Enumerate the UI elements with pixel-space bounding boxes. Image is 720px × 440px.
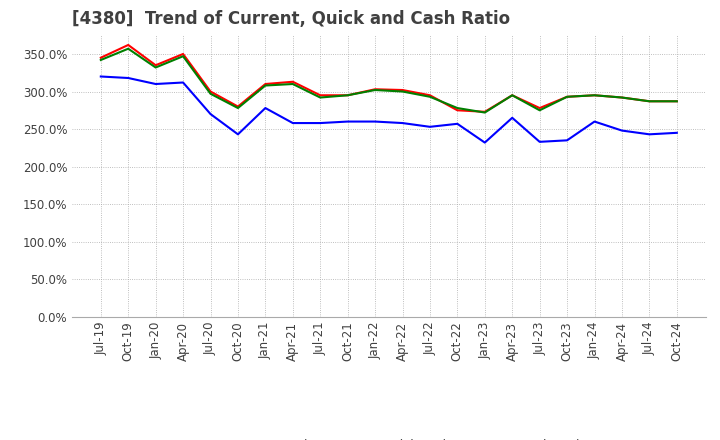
Current Ratio: [316, 93, 325, 98]
Current Ratio: [261, 81, 270, 87]
Quick Ratio: [618, 95, 626, 100]
Cash Ratio: [151, 81, 160, 87]
Quick Ratio: [453, 106, 462, 111]
Current Ratio: [590, 93, 599, 98]
Cash Ratio: [563, 138, 572, 143]
Current Ratio: [371, 87, 379, 92]
Current Ratio: [151, 62, 160, 68]
Current Ratio: [124, 42, 132, 48]
Quick Ratio: [645, 99, 654, 104]
Quick Ratio: [590, 93, 599, 98]
Quick Ratio: [480, 110, 489, 115]
Cash Ratio: [645, 132, 654, 137]
Cash Ratio: [371, 119, 379, 124]
Current Ratio: [398, 88, 407, 93]
Current Ratio: [96, 55, 105, 60]
Quick Ratio: [289, 81, 297, 87]
Cash Ratio: [508, 115, 516, 121]
Quick Ratio: [563, 94, 572, 99]
Quick Ratio: [124, 46, 132, 51]
Line: Cash Ratio: Cash Ratio: [101, 77, 677, 143]
Cash Ratio: [426, 124, 434, 129]
Quick Ratio: [371, 88, 379, 93]
Cash Ratio: [618, 128, 626, 133]
Current Ratio: [645, 99, 654, 104]
Current Ratio: [563, 94, 572, 99]
Quick Ratio: [179, 54, 187, 59]
Cash Ratio: [672, 130, 681, 136]
Cash Ratio: [206, 111, 215, 117]
Cash Ratio: [179, 80, 187, 85]
Current Ratio: [343, 93, 352, 98]
Quick Ratio: [96, 57, 105, 62]
Current Ratio: [179, 51, 187, 57]
Cash Ratio: [590, 119, 599, 124]
Line: Quick Ratio: Quick Ratio: [101, 49, 677, 113]
Legend: Current Ratio, Quick Ratio, Cash Ratio: Current Ratio, Quick Ratio, Cash Ratio: [186, 434, 592, 440]
Quick Ratio: [508, 93, 516, 98]
Quick Ratio: [316, 95, 325, 100]
Cash Ratio: [398, 121, 407, 126]
Current Ratio: [233, 104, 242, 109]
Current Ratio: [453, 108, 462, 113]
Quick Ratio: [343, 93, 352, 98]
Current Ratio: [508, 93, 516, 98]
Current Ratio: [618, 95, 626, 100]
Cash Ratio: [343, 119, 352, 124]
Cash Ratio: [96, 74, 105, 79]
Current Ratio: [480, 109, 489, 114]
Cash Ratio: [536, 139, 544, 144]
Current Ratio: [206, 89, 215, 94]
Cash Ratio: [261, 106, 270, 111]
Quick Ratio: [672, 99, 681, 104]
Cash Ratio: [124, 75, 132, 81]
Quick Ratio: [426, 94, 434, 99]
Quick Ratio: [536, 108, 544, 113]
Current Ratio: [536, 106, 544, 111]
Cash Ratio: [289, 121, 297, 126]
Quick Ratio: [261, 83, 270, 88]
Cash Ratio: [233, 132, 242, 137]
Quick Ratio: [151, 65, 160, 70]
Cash Ratio: [480, 140, 489, 145]
Current Ratio: [289, 79, 297, 84]
Quick Ratio: [206, 91, 215, 96]
Text: [4380]  Trend of Current, Quick and Cash Ratio: [4380] Trend of Current, Quick and Cash …: [72, 10, 510, 28]
Cash Ratio: [453, 121, 462, 126]
Cash Ratio: [316, 121, 325, 126]
Quick Ratio: [233, 106, 242, 111]
Line: Current Ratio: Current Ratio: [101, 45, 677, 112]
Quick Ratio: [398, 89, 407, 94]
Current Ratio: [672, 99, 681, 104]
Current Ratio: [426, 93, 434, 98]
